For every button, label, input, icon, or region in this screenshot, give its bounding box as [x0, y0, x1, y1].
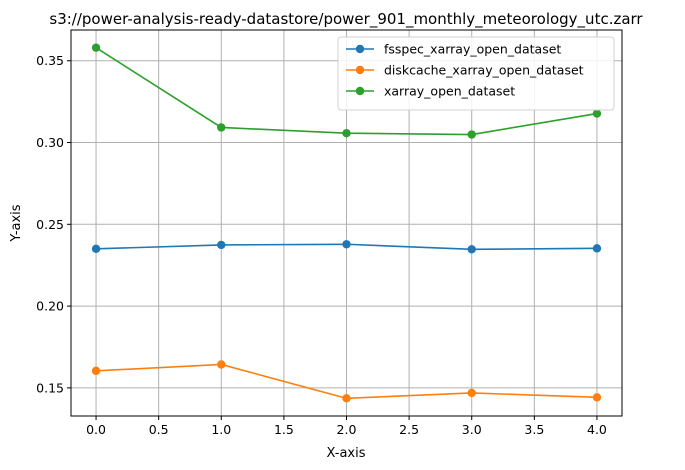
- x-axis-label: X-axis: [327, 446, 366, 461]
- data-point: [592, 109, 602, 118]
- data-point: [592, 244, 602, 253]
- x-tick-label: 3.5: [524, 422, 544, 437]
- data-point: [217, 360, 226, 369]
- chart-title: s3://power-analysis-ready-datastore/powe…: [49, 10, 643, 29]
- x-axis: 0.0 0.5 1.0 1.5 2.0 2.5 3.0 3.5 4.0: [86, 416, 607, 437]
- data-point: [342, 240, 351, 249]
- x-tick-label: 3.0: [462, 422, 482, 437]
- x-tick-label: 1.0: [211, 422, 231, 437]
- x-tick-label: 2.0: [337, 422, 357, 437]
- series-group: [91, 43, 602, 403]
- data-point: [467, 130, 476, 139]
- y-tick-label: 0.20: [36, 299, 64, 314]
- y-axis-label: Y-axis: [9, 204, 24, 242]
- legend-label: xarray_open_dataset: [384, 84, 515, 99]
- x-tick-label: 2.5: [399, 422, 419, 437]
- data-point: [91, 366, 101, 376]
- data-point: [217, 123, 226, 132]
- legend-label: fsspec_xarray_open_dataset: [384, 42, 561, 57]
- x-tick-label: 1.5: [274, 422, 294, 437]
- data-point: [91, 43, 101, 52]
- legend-box: [337, 36, 615, 111]
- x-tick-label: 0.5: [149, 422, 169, 437]
- y-tick-label: 0.30: [36, 135, 64, 150]
- legend: fsspec_xarray_open_dataset diskcache_xarr…: [337, 36, 615, 111]
- data-point: [342, 394, 351, 403]
- x-tick-label: 0.0: [86, 422, 106, 437]
- x-tick-label: 4.0: [587, 422, 607, 437]
- data-point: [592, 393, 602, 402]
- legend-marker: [355, 65, 365, 75]
- y-tick-label: 0.15: [36, 380, 64, 395]
- data-point: [217, 240, 226, 250]
- legend-marker: [355, 44, 365, 54]
- legend-label: diskcache_xarray_open_dataset: [384, 63, 584, 78]
- y-axis: 0.15 0.20 0.25 0.30 0.35: [36, 53, 71, 395]
- data-point: [467, 388, 476, 398]
- legend-marker: [355, 86, 365, 96]
- data-point: [342, 129, 351, 138]
- y-tick-label: 0.25: [36, 217, 64, 232]
- data-point: [91, 244, 101, 254]
- y-tick-label: 0.35: [36, 53, 64, 68]
- data-point: [467, 245, 476, 254]
